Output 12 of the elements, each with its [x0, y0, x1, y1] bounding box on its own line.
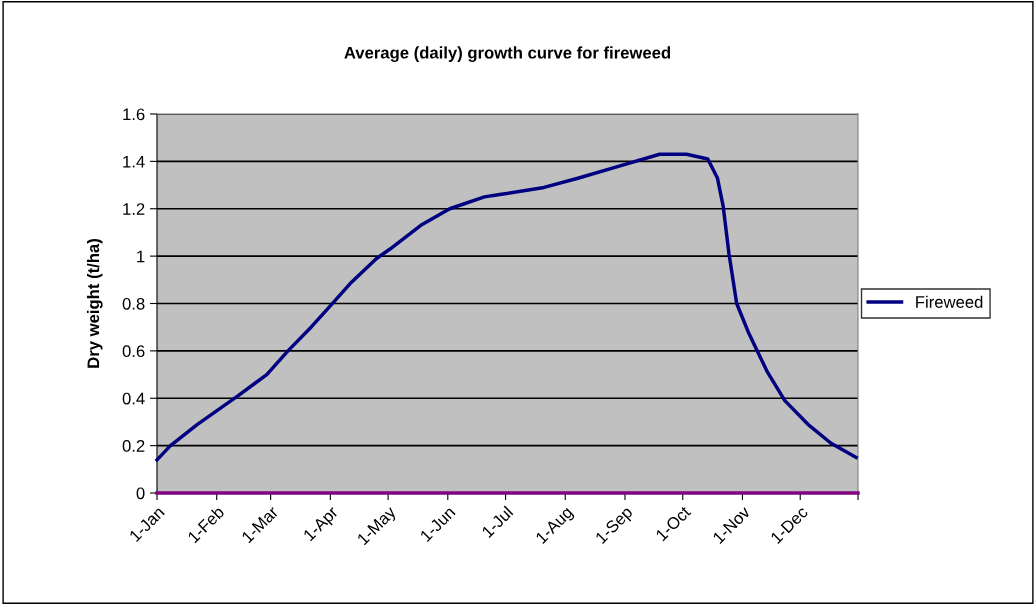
legend-label: Fireweed: [916, 295, 983, 308]
y-tick-label: 1.6: [123, 108, 145, 121]
y-tick-label: 0.8: [122, 297, 145, 310]
y-tick-label: 0.4: [122, 392, 145, 405]
y-tick-label: 1.4: [123, 155, 145, 168]
y-tick-label: 1: [137, 250, 145, 263]
y-tick-label: 1.2: [123, 203, 145, 215]
y-tick-label: 0: [136, 487, 145, 500]
y-axis-title: Dry weight (t/ha): [86, 239, 103, 368]
y-tick-label: 0.6: [122, 345, 145, 358]
chart-title: Average (daily) growth curve for fireweed: [344, 46, 671, 62]
y-tick-label: 0.2: [122, 440, 145, 452]
